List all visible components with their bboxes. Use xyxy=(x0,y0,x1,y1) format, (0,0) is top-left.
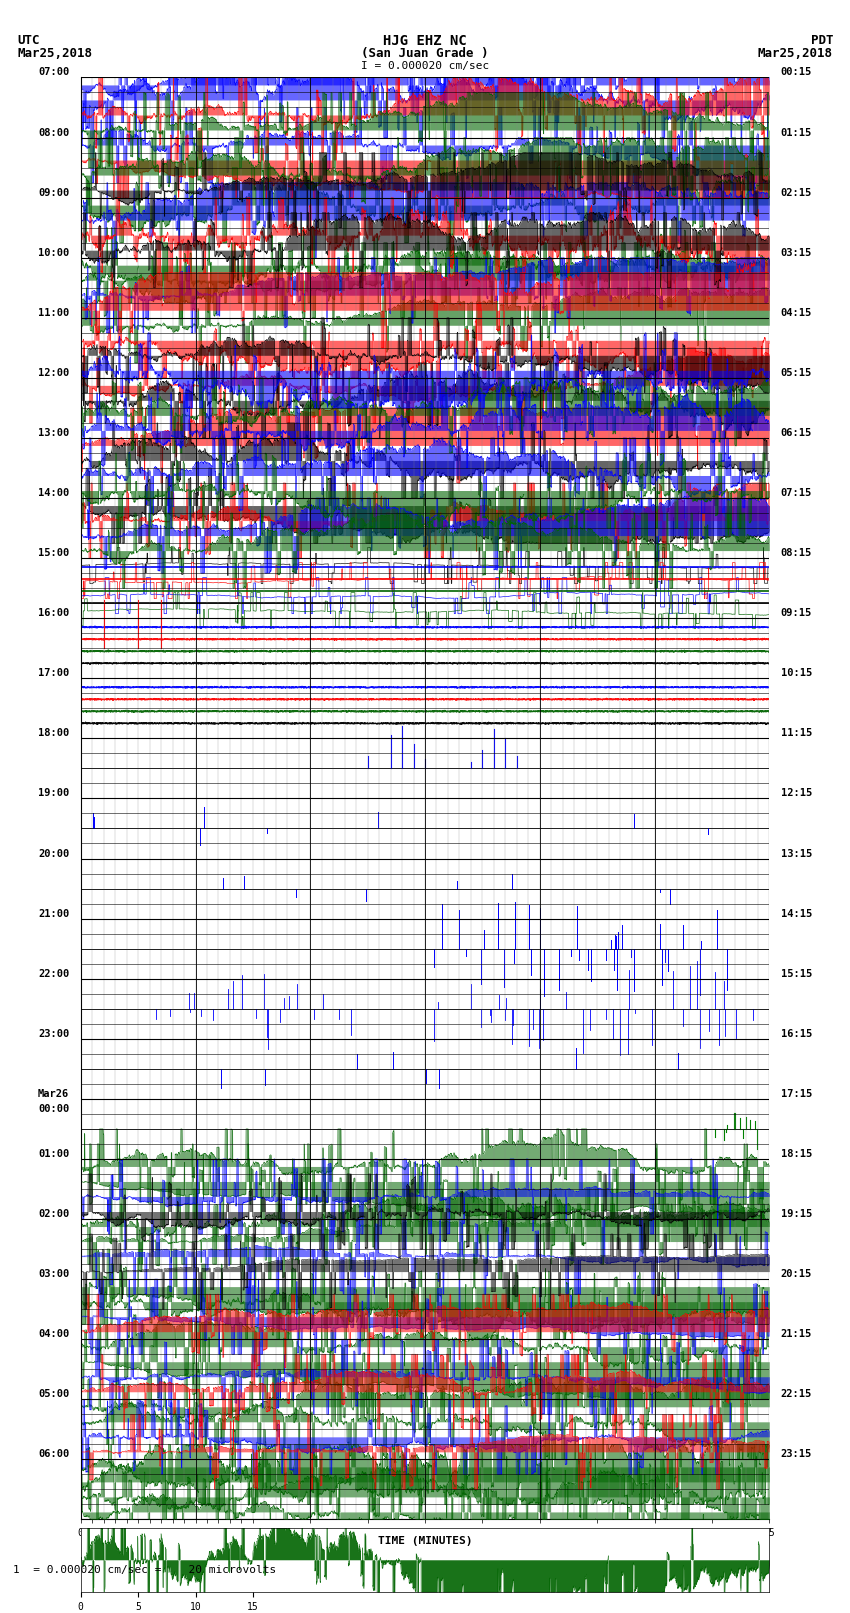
Text: Mar25,2018: Mar25,2018 xyxy=(758,47,833,60)
Text: 19:00: 19:00 xyxy=(38,789,70,798)
Text: Mar25,2018: Mar25,2018 xyxy=(17,47,92,60)
Text: PDT: PDT xyxy=(811,34,833,47)
Text: 03:00: 03:00 xyxy=(38,1269,70,1279)
Text: 16:15: 16:15 xyxy=(780,1029,812,1039)
Text: 23:00: 23:00 xyxy=(38,1029,70,1039)
Text: Mar26: Mar26 xyxy=(38,1089,70,1098)
Text: 15:15: 15:15 xyxy=(780,969,812,979)
Text: 06:00: 06:00 xyxy=(38,1450,70,1460)
Text: 10:15: 10:15 xyxy=(780,668,812,677)
Text: 13:15: 13:15 xyxy=(780,848,812,858)
Text: 10:00: 10:00 xyxy=(38,248,70,258)
Text: 04:00: 04:00 xyxy=(38,1329,70,1339)
Text: 12:15: 12:15 xyxy=(780,789,812,798)
Text: 13:00: 13:00 xyxy=(38,427,70,437)
Text: 18:00: 18:00 xyxy=(38,729,70,739)
Text: 16:00: 16:00 xyxy=(38,608,70,618)
Text: 20:15: 20:15 xyxy=(780,1269,812,1279)
Text: 21:15: 21:15 xyxy=(780,1329,812,1339)
Text: 14:00: 14:00 xyxy=(38,489,70,498)
Text: 08:00: 08:00 xyxy=(38,127,70,137)
Text: 15:00: 15:00 xyxy=(38,548,70,558)
Text: 22:00: 22:00 xyxy=(38,969,70,979)
Text: UTC: UTC xyxy=(17,34,39,47)
Text: 22:15: 22:15 xyxy=(780,1389,812,1398)
Text: 00:00: 00:00 xyxy=(38,1103,70,1115)
Text: 07:00: 07:00 xyxy=(38,68,70,77)
Text: 12:00: 12:00 xyxy=(38,368,70,377)
Text: 03:15: 03:15 xyxy=(780,248,812,258)
Text: (San Juan Grade ): (San Juan Grade ) xyxy=(361,47,489,60)
Text: 17:15: 17:15 xyxy=(780,1089,812,1098)
Text: 17:00: 17:00 xyxy=(38,668,70,677)
Text: 01:00: 01:00 xyxy=(38,1148,70,1158)
Text: 11:00: 11:00 xyxy=(38,308,70,318)
Text: 23:15: 23:15 xyxy=(780,1450,812,1460)
Text: 19:15: 19:15 xyxy=(780,1210,812,1219)
Text: 00:15: 00:15 xyxy=(780,68,812,77)
Text: 09:00: 09:00 xyxy=(38,187,70,198)
Text: 02:00: 02:00 xyxy=(38,1210,70,1219)
Text: 11:15: 11:15 xyxy=(780,729,812,739)
Text: HJG EHZ NC: HJG EHZ NC xyxy=(383,34,467,48)
Text: TIME (MINUTES): TIME (MINUTES) xyxy=(377,1536,473,1545)
Text: 20:00: 20:00 xyxy=(38,848,70,858)
Text: 21:00: 21:00 xyxy=(38,908,70,919)
Text: 05:15: 05:15 xyxy=(780,368,812,377)
Text: 1  = 0.000020 cm/sec =    20 microvolts: 1 = 0.000020 cm/sec = 20 microvolts xyxy=(13,1565,276,1574)
Text: 04:15: 04:15 xyxy=(780,308,812,318)
Text: 06:15: 06:15 xyxy=(780,427,812,437)
Text: 14:15: 14:15 xyxy=(780,908,812,919)
Text: 08:15: 08:15 xyxy=(780,548,812,558)
Text: 01:15: 01:15 xyxy=(780,127,812,137)
Text: 07:15: 07:15 xyxy=(780,489,812,498)
Text: 18:15: 18:15 xyxy=(780,1148,812,1158)
Text: I = 0.000020 cm/sec: I = 0.000020 cm/sec xyxy=(361,61,489,71)
Text: 05:00: 05:00 xyxy=(38,1389,70,1398)
Text: 02:15: 02:15 xyxy=(780,187,812,198)
Text: 09:15: 09:15 xyxy=(780,608,812,618)
